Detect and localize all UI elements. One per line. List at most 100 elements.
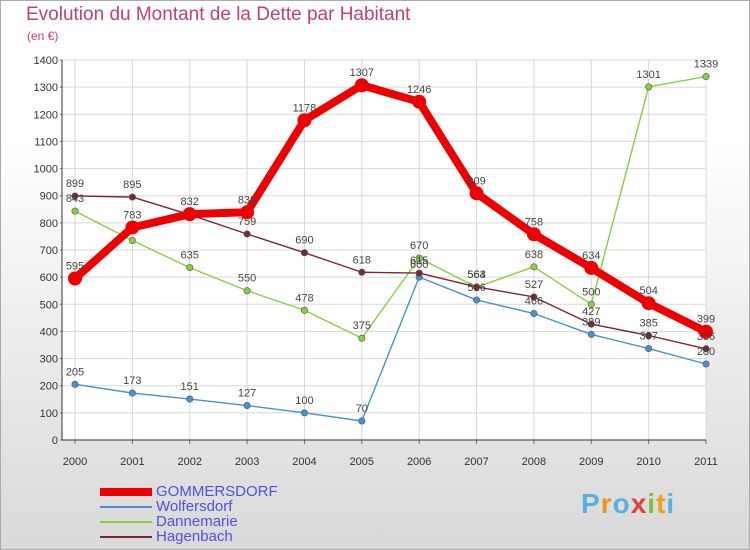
data-label-dannemarie: 670 xyxy=(410,240,428,252)
data-label-gommersdorf: 504 xyxy=(639,285,657,297)
legend-swatch-wolfersdorf xyxy=(100,506,152,508)
data-label-wolfersdorf: 389 xyxy=(582,316,600,328)
data-label-hagenbach: 527 xyxy=(525,279,543,291)
data-label-wolfersdorf: 205 xyxy=(66,366,84,378)
data-label-gommersdorf: 832 xyxy=(181,196,199,208)
data-label-hagenbach: 759 xyxy=(238,216,256,228)
data-label-gommersdorf: 783 xyxy=(123,209,141,221)
legend-label-wolfersdorf: Wolfersdorf xyxy=(156,498,233,515)
data-point-gommersdorf xyxy=(240,205,255,220)
x-tick-label: 2002 xyxy=(177,456,201,468)
data-point-wolfersdorf xyxy=(243,402,251,410)
data-label-hagenbach: 899 xyxy=(66,178,84,190)
x-tick-label: 2010 xyxy=(636,456,660,468)
data-point-wolfersdorf xyxy=(702,360,710,368)
legend-swatch-gommersdorf xyxy=(100,488,152,496)
data-point-hagenbach xyxy=(300,249,308,257)
chart-title: Evolution du Montant de la Dette par Hab… xyxy=(26,4,411,25)
data-point-gommersdorf xyxy=(469,186,484,201)
y-tick-label: 300 xyxy=(40,354,58,366)
data-point-wolfersdorf xyxy=(186,395,194,403)
x-tick-label: 2003 xyxy=(235,456,259,468)
x-tick-label: 2006 xyxy=(407,456,431,468)
x-tick-label: 2000 xyxy=(63,456,87,468)
data-label-wolfersdorf: 173 xyxy=(123,375,141,387)
y-tick-label: 700 xyxy=(40,245,58,257)
y-tick-label: 200 xyxy=(40,381,58,393)
data-label-hagenbach: 615 xyxy=(410,255,428,267)
data-label-gommersdorf: 839 xyxy=(238,194,256,206)
data-point-hagenbach xyxy=(587,320,595,328)
data-point-hagenbach xyxy=(128,193,136,201)
data-point-dannemarie xyxy=(587,300,595,308)
data-label-gommersdorf: 909 xyxy=(467,175,485,187)
y-tick-label: 800 xyxy=(40,218,58,230)
data-point-gommersdorf xyxy=(182,207,197,222)
data-label-hagenbach: 618 xyxy=(353,254,371,266)
proxiti-logo-letter: r xyxy=(600,488,613,519)
data-label-gommersdorf: 1246 xyxy=(407,84,431,96)
data-point-wolfersdorf xyxy=(300,409,308,417)
data-label-wolfersdorf: 466 xyxy=(525,296,543,308)
data-label-hagenbach: 564 xyxy=(467,269,485,281)
proxiti-logo-letter: t xyxy=(656,488,667,519)
data-point-dannemarie xyxy=(71,207,79,215)
data-point-dannemarie xyxy=(243,287,251,295)
data-point-wolfersdorf xyxy=(128,389,136,397)
legend-label-dannemarie: Dannemarie xyxy=(156,513,238,530)
data-label-wolfersdorf: 600 xyxy=(410,259,428,271)
x-tick-label: 2005 xyxy=(350,456,374,468)
data-point-wolfersdorf xyxy=(587,330,595,338)
x-tick-label: 2001 xyxy=(120,456,144,468)
x-tick-label: 2011 xyxy=(694,456,718,468)
data-point-dannemarie xyxy=(128,237,136,245)
data-label-dannemarie: 375 xyxy=(353,320,371,332)
data-point-hagenbach xyxy=(71,192,79,200)
proxiti-logo-letter: P xyxy=(581,488,601,519)
y-tick-label: 500 xyxy=(40,299,58,311)
data-label-dannemarie: 1339 xyxy=(694,59,718,71)
proxiti-logo[interactable]: Proxiti xyxy=(581,488,675,520)
data-label-dannemarie: 478 xyxy=(295,292,313,304)
data-point-dannemarie xyxy=(358,334,366,342)
proxiti-logo-letter: i xyxy=(647,488,657,519)
y-tick-label: 1000 xyxy=(34,164,58,176)
legend-label-hagenbach: Hagenbach xyxy=(156,528,233,545)
series-line-dannemarie xyxy=(74,75,707,339)
data-point-dannemarie xyxy=(645,83,653,91)
y-tick-label: 1300 xyxy=(34,82,58,94)
data-point-wolfersdorf xyxy=(358,417,366,425)
series-line-gommersdorf xyxy=(71,81,710,336)
data-label-wolfersdorf: 280 xyxy=(697,346,715,358)
data-point-gommersdorf xyxy=(641,296,656,311)
data-point-hagenbach xyxy=(243,230,251,238)
data-label-wolfersdorf: 516 xyxy=(467,282,485,294)
data-label-dannemarie: 843 xyxy=(66,193,84,205)
y-tick-label: 1400 xyxy=(34,55,58,67)
data-point-hagenbach xyxy=(473,283,481,291)
data-point-hagenbach xyxy=(645,331,653,339)
data-label-wolfersdorf: 151 xyxy=(181,381,199,393)
y-tick-label: 100 xyxy=(40,408,58,420)
data-label-dannemarie: 635 xyxy=(181,250,199,262)
data-label-hagenbach: 427 xyxy=(582,306,600,318)
legend-swatch-dannemarie xyxy=(100,521,152,523)
data-label-wolfersdorf: 337 xyxy=(639,331,657,343)
data-point-gommersdorf xyxy=(68,271,82,286)
proxiti-logo-letter: x xyxy=(630,488,648,519)
data-point-gommersdorf xyxy=(125,220,140,235)
data-label-dannemarie: 563 xyxy=(467,269,485,281)
data-point-wolfersdorf xyxy=(473,296,481,304)
data-label-gommersdorf: 634 xyxy=(582,250,600,262)
data-point-gommersdorf xyxy=(526,227,541,242)
data-point-gommersdorf xyxy=(584,260,599,275)
data-point-wolfersdorf xyxy=(530,310,538,318)
data-label-hagenbach: 690 xyxy=(295,235,313,247)
x-tick-label: 2007 xyxy=(464,456,488,468)
data-label-dannemarie: 500 xyxy=(582,286,600,298)
y-tick-label: 1100 xyxy=(34,136,58,148)
data-point-hagenbach xyxy=(358,268,366,276)
legend-label-gommersdorf: GOMMERSDORF xyxy=(156,483,278,500)
data-label-gommersdorf: 1307 xyxy=(350,67,374,79)
